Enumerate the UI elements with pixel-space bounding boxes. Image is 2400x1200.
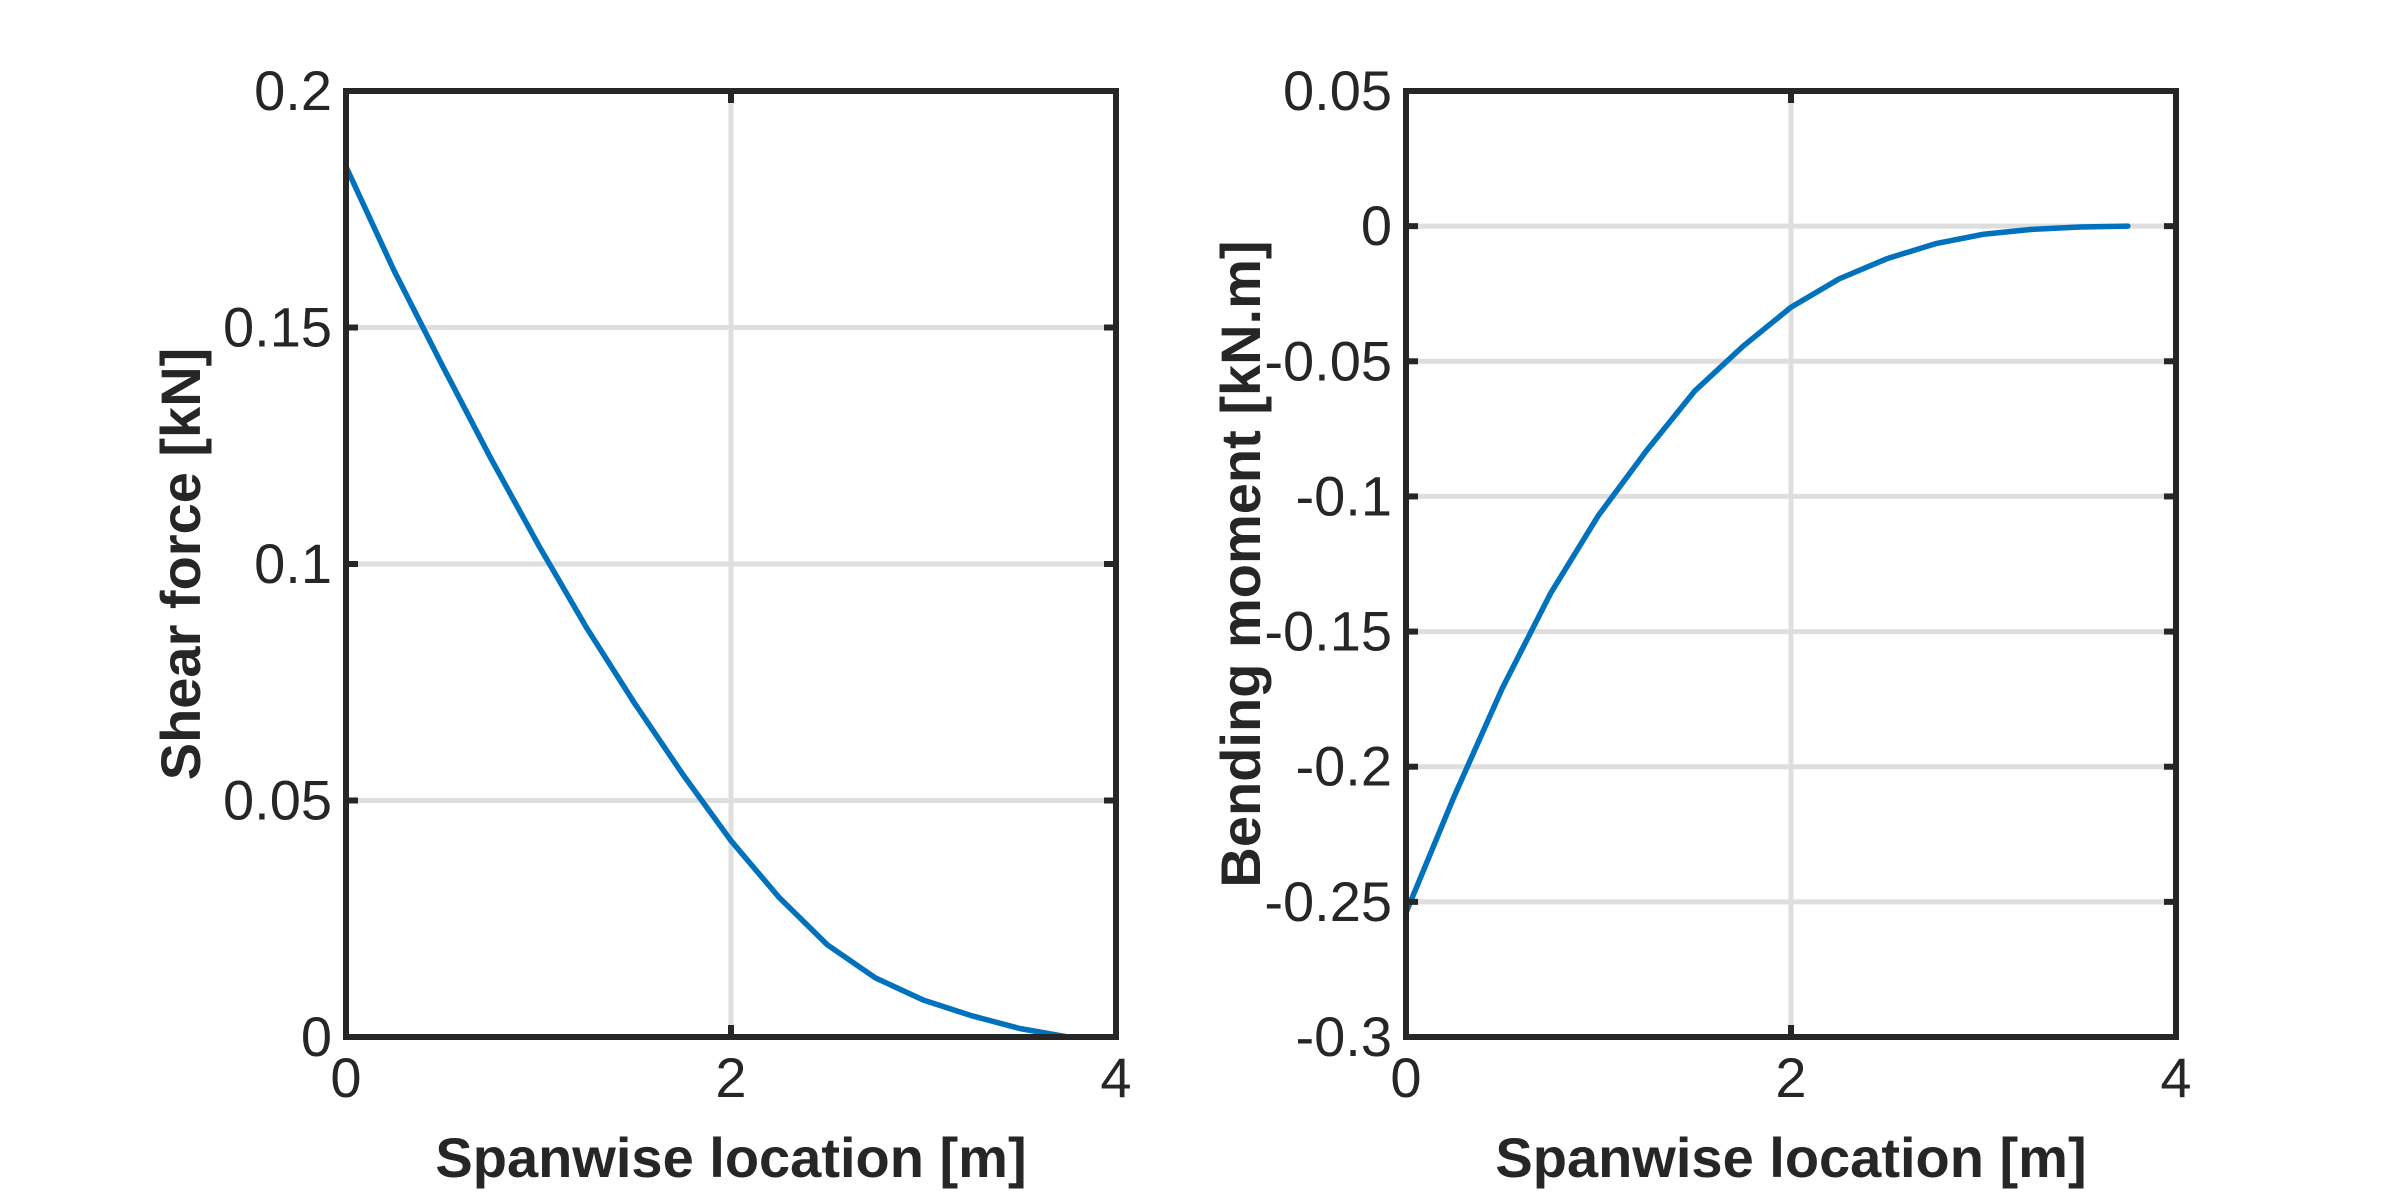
moment-y-tick-label: -0.2 [1296,735,1393,798]
moment-x-axis-title: Spanwise location [m] [1495,1126,2086,1189]
shear-x-axis-title: Spanwise location [m] [435,1126,1026,1189]
moment-y-tick-label: 0 [1361,194,1392,257]
shear-y-tick-label: 0.15 [223,296,332,359]
shear-x-tick-label: 4 [1100,1046,1131,1109]
moment-y-tick-label: -0.3 [1296,1005,1393,1068]
moment-x-tick-label: 2 [1775,1046,1806,1109]
bending-moment-chart: 0 2 4 -0.3 -0.25 -0.2 -0.15 -0.1 -0.05 0 0.05 Spanw… [1209,59,2192,1189]
moment-x-tick-label: 0 [1390,1046,1421,1109]
shear-x-tick-label: 2 [715,1046,746,1109]
moment-series-line [1403,223,2131,916]
moment-y-tick-label: -0.15 [1264,600,1392,663]
moment-y-tick-label: -0.05 [1264,329,1392,392]
moment-y-tick-label: -0.25 [1264,870,1392,933]
moment-y-axis-title: Bending moment [kN.m] [1209,240,1272,887]
shear-y-axis-title: Shear force [kN] [149,348,212,781]
shear-y-tick-label: 0.05 [223,769,332,832]
shear-y-tick-label: 0 [301,1005,332,1068]
shear-x-tick-label: 0 [330,1046,361,1109]
moment-y-tick-label: 0.05 [1283,59,1392,122]
moment-x-tick-label: 4 [2160,1046,2191,1109]
shear-force-chart: 0 2 4 0 0.05 0.1 0.15 0.2 Spanwise location [m] S… [149,59,1132,1189]
shear-y-tick-label: 0.1 [254,532,332,595]
moment-y-tick-label: -0.1 [1296,464,1393,527]
shear-series-line [343,163,1071,1040]
shear-y-tick-label: 0.2 [254,59,332,122]
